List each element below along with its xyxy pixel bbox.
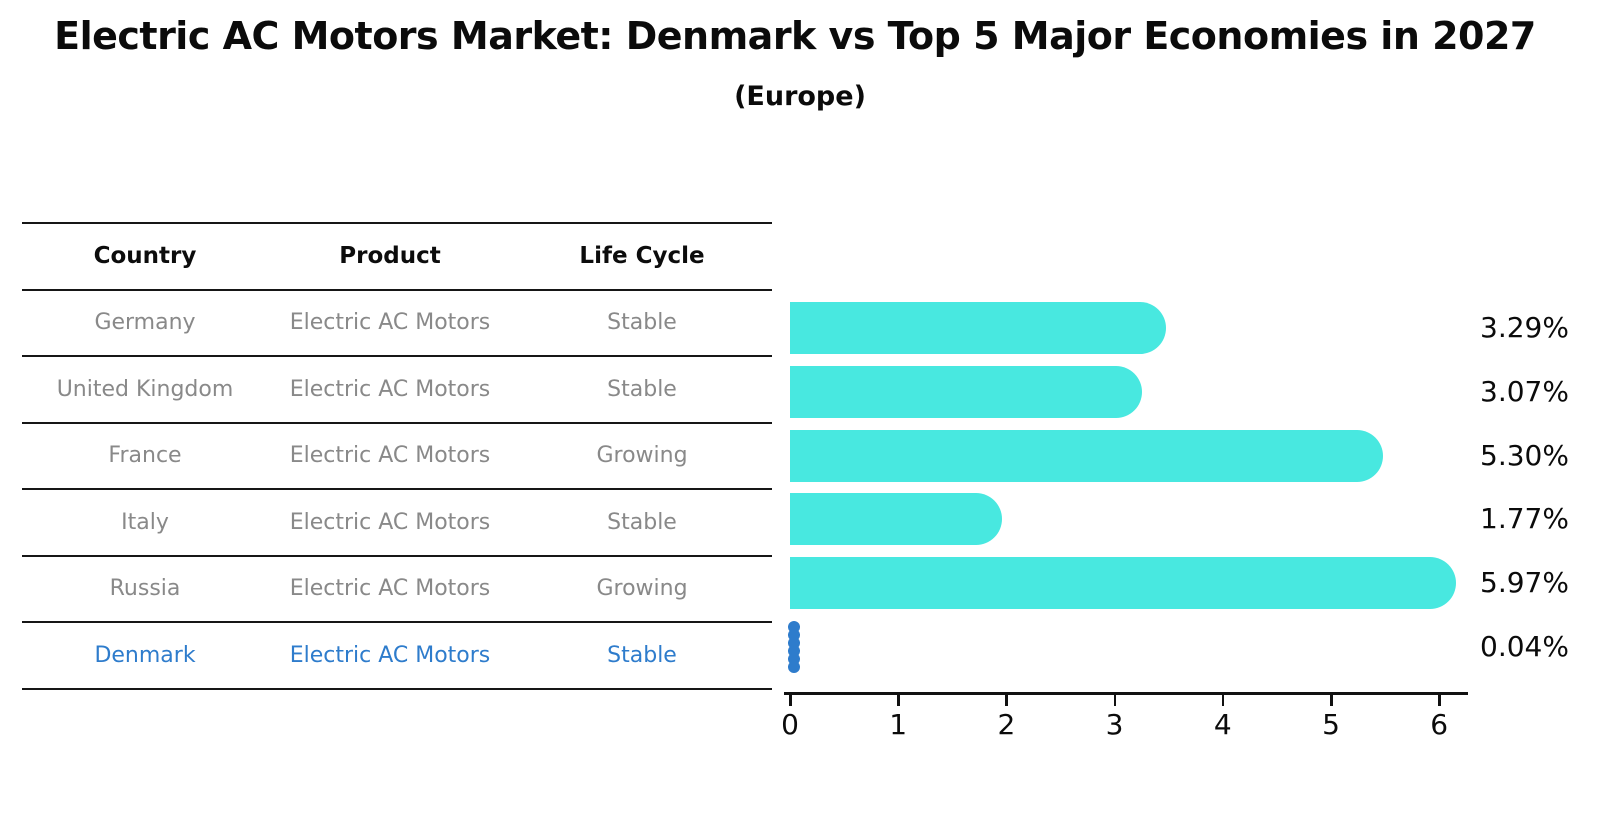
country-cell: Russia xyxy=(109,576,181,602)
life-cycle-cell: Growing xyxy=(596,576,688,602)
product-cell: Electric AC Motors xyxy=(289,642,491,668)
country-cell: Germany xyxy=(94,310,196,336)
bar-united-kingdom xyxy=(790,365,1143,418)
x-axis-tick-label: 3 xyxy=(1105,708,1124,741)
x-axis-tick xyxy=(1113,692,1117,706)
table-row-denmark-highlighted: Denmark Electric AC Motors Stable xyxy=(22,621,772,688)
x-axis-tick-label: 6 xyxy=(1430,708,1449,741)
x-axis-tick-label: 5 xyxy=(1322,708,1340,741)
table-row: Italy Electric AC Motors Stable xyxy=(22,488,772,555)
country-cell: Italy xyxy=(121,509,169,535)
table-row: Russia Electric AC Motors Growing xyxy=(22,554,772,622)
product-cell: Electric AC Motors xyxy=(289,576,491,602)
country-cell: Denmark xyxy=(94,642,196,668)
x-axis-tick-label: 0 xyxy=(781,708,799,741)
table-header-row: Country Product Life Cycle xyxy=(22,222,772,289)
x-axis-tick xyxy=(897,692,900,706)
value-label: 3.29% xyxy=(1480,311,1569,344)
x-axis-tick xyxy=(1221,692,1225,706)
bar-denmark-highlighted xyxy=(788,621,800,673)
market-table: Country Product Life Cycle Germany Elect… xyxy=(22,222,772,690)
x-axis-tick xyxy=(1438,692,1441,706)
product-cell: Electric AC Motors xyxy=(289,443,491,469)
x-axis-tick xyxy=(1005,692,1008,706)
x-axis-tick xyxy=(1330,692,1333,706)
table-row: Germany Electric AC Motors Stable xyxy=(22,288,772,356)
column-header-product: Product xyxy=(339,243,441,270)
value-label: 1.77% xyxy=(1480,502,1569,536)
x-axis-tick-label: 4 xyxy=(1213,708,1232,741)
chart-subtitle: (Europe) xyxy=(734,81,866,112)
column-header-life-cycle: Life Cycle xyxy=(579,243,705,270)
value-label: 5.97% xyxy=(1480,566,1569,600)
column-header-country: Country xyxy=(93,243,197,270)
value-label: 5.30% xyxy=(1480,438,1569,472)
x-axis-tick-label: 2 xyxy=(997,708,1016,741)
product-cell: Electric AC Motors xyxy=(289,310,491,336)
bar-russia xyxy=(790,557,1456,610)
country-cell: United Kingdom xyxy=(56,376,234,402)
chart-title: Electric AC Motors Market: Denmark vs To… xyxy=(54,14,1536,58)
bar-italy xyxy=(790,493,1002,546)
life-cycle-cell: Stable xyxy=(607,642,677,668)
table-row: France Electric AC Motors Growing xyxy=(22,421,772,489)
product-cell: Electric AC Motors xyxy=(289,509,491,535)
life-cycle-cell: Growing xyxy=(596,443,688,469)
bar-france xyxy=(790,429,1384,482)
value-label: 3.07% xyxy=(1480,374,1569,408)
table-row: United Kingdom Electric AC Motors Stable xyxy=(22,355,772,422)
life-cycle-cell: Stable xyxy=(607,310,677,336)
bar-germany xyxy=(790,302,1166,354)
x-axis-line xyxy=(784,692,1468,695)
x-axis-tick xyxy=(789,692,792,706)
life-cycle-cell: Stable xyxy=(607,376,677,402)
product-cell: Electric AC Motors xyxy=(289,376,491,402)
value-label: 0.04% xyxy=(1480,630,1569,663)
country-cell: France xyxy=(108,443,182,469)
x-axis-tick-label: 1 xyxy=(889,708,908,741)
life-cycle-cell: Stable xyxy=(607,509,677,535)
